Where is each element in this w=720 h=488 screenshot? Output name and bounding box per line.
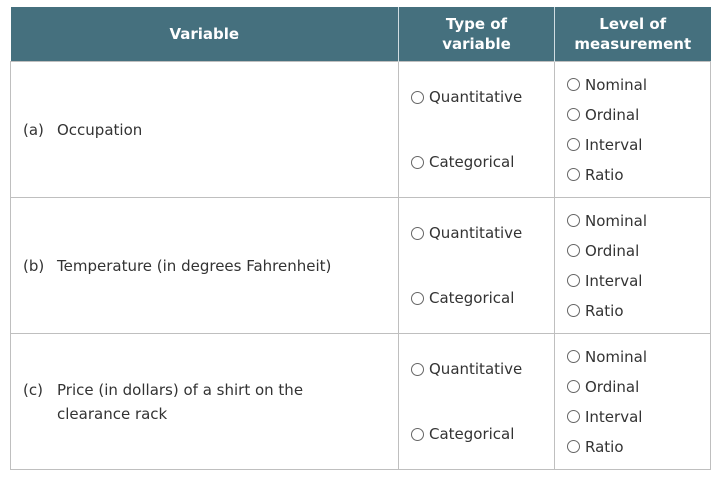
level-option-interval[interactable]: Interval bbox=[567, 402, 710, 432]
type-cell: Quantitative Categorical bbox=[398, 197, 555, 334]
radio-icon[interactable] bbox=[567, 78, 580, 91]
type-option-quantitative[interactable]: Quantitative bbox=[411, 81, 554, 113]
option-label: Ordinal bbox=[585, 105, 640, 124]
level-option-ratio[interactable]: Ratio bbox=[567, 296, 710, 326]
header-variable: Variable bbox=[10, 7, 399, 62]
radio-icon[interactable] bbox=[411, 427, 424, 441]
table-row: (c) Price (in dollars) of a shirt on the … bbox=[10, 333, 711, 470]
variable-cell: (a) Occupation bbox=[10, 61, 399, 198]
level-option-nominal[interactable]: Nominal bbox=[567, 70, 710, 100]
radio-icon[interactable] bbox=[567, 274, 580, 287]
option-label: Quantitative bbox=[429, 88, 523, 106]
type-cell: Quantitative Categorical bbox=[398, 61, 555, 198]
option-label: Ordinal bbox=[585, 241, 640, 260]
radio-icon[interactable] bbox=[567, 244, 580, 257]
table-row: (a) Occupation Quantitative Categorical Nomi… bbox=[10, 61, 711, 198]
level-option-ordinal[interactable]: Ordinal bbox=[567, 236, 710, 266]
radio-icon[interactable] bbox=[567, 168, 580, 181]
level-cell: Nominal Ordinal Interval Ratio bbox=[554, 333, 711, 470]
type-option-categorical[interactable]: Categorical bbox=[411, 418, 554, 450]
table-row: (b) Temperature (in degrees Fahrenheit) Qu… bbox=[10, 197, 711, 334]
row-label: (b) bbox=[23, 256, 45, 275]
variable-text: Price (in dollars) of a shirt on the cle… bbox=[57, 380, 304, 423]
level-cell: Nominal Ordinal Interval Ratio bbox=[554, 197, 711, 334]
level-option-ratio[interactable]: Ratio bbox=[567, 432, 710, 462]
radio-icon[interactable] bbox=[411, 155, 424, 169]
type-option-quantitative[interactable]: Quantitative bbox=[411, 217, 554, 249]
type-option-categorical[interactable]: Categorical bbox=[411, 146, 554, 178]
radio-icon[interactable] bbox=[567, 138, 580, 151]
variable-cell: (c) Price (in dollars) of a shirt on the … bbox=[10, 333, 399, 470]
level-cell: Nominal Ordinal Interval Ratio bbox=[554, 61, 711, 198]
option-label: Nominal bbox=[585, 347, 648, 366]
option-label: Interval bbox=[585, 135, 643, 154]
radio-icon[interactable] bbox=[567, 108, 580, 121]
level-option-ratio[interactable]: Ratio bbox=[567, 160, 710, 190]
level-option-interval[interactable]: Interval bbox=[567, 130, 710, 160]
level-option-interval[interactable]: Interval bbox=[567, 266, 710, 296]
option-label: Categorical bbox=[429, 425, 515, 443]
radio-icon[interactable] bbox=[567, 304, 580, 317]
header-level: Level of measurement bbox=[554, 7, 711, 62]
header-type: Type of variable bbox=[398, 7, 555, 62]
option-label: Categorical bbox=[429, 289, 515, 307]
radio-icon[interactable] bbox=[567, 214, 580, 227]
type-option-quantitative[interactable]: Quantitative bbox=[411, 353, 554, 385]
level-option-nominal[interactable]: Nominal bbox=[567, 206, 710, 236]
row-label: (c) bbox=[23, 380, 43, 399]
variable-text: Occupation bbox=[57, 120, 143, 139]
option-label: Ratio bbox=[585, 301, 624, 320]
option-label: Nominal bbox=[585, 211, 648, 230]
variable-text: Temperature (in degrees Fahrenheit) bbox=[57, 256, 332, 275]
option-label: Ratio bbox=[585, 437, 624, 456]
radio-icon[interactable] bbox=[567, 410, 580, 423]
option-label: Interval bbox=[585, 271, 643, 290]
option-label: Nominal bbox=[585, 75, 648, 94]
variable-cell: (b) Temperature (in degrees Fahrenheit) bbox=[10, 197, 399, 334]
radio-icon[interactable] bbox=[411, 226, 424, 240]
variables-table: Variable Type of variable Level of measu… bbox=[10, 7, 711, 470]
option-label: Quantitative bbox=[429, 360, 523, 378]
option-label: Categorical bbox=[429, 153, 515, 171]
type-cell: Quantitative Categorical bbox=[398, 333, 555, 470]
option-label: Ratio bbox=[585, 165, 624, 184]
radio-icon[interactable] bbox=[411, 362, 424, 376]
level-option-ordinal[interactable]: Ordinal bbox=[567, 100, 710, 130]
radio-icon[interactable] bbox=[411, 90, 424, 104]
option-label: Interval bbox=[585, 407, 643, 426]
row-label: (a) bbox=[23, 120, 44, 139]
radio-icon[interactable] bbox=[411, 291, 424, 305]
option-label: Quantitative bbox=[429, 224, 523, 242]
option-label: Ordinal bbox=[585, 377, 640, 396]
radio-icon[interactable] bbox=[567, 350, 580, 363]
level-option-nominal[interactable]: Nominal bbox=[567, 342, 710, 372]
level-option-ordinal[interactable]: Ordinal bbox=[567, 372, 710, 402]
radio-icon[interactable] bbox=[567, 440, 580, 453]
radio-icon[interactable] bbox=[567, 380, 580, 393]
type-option-categorical[interactable]: Categorical bbox=[411, 282, 554, 314]
